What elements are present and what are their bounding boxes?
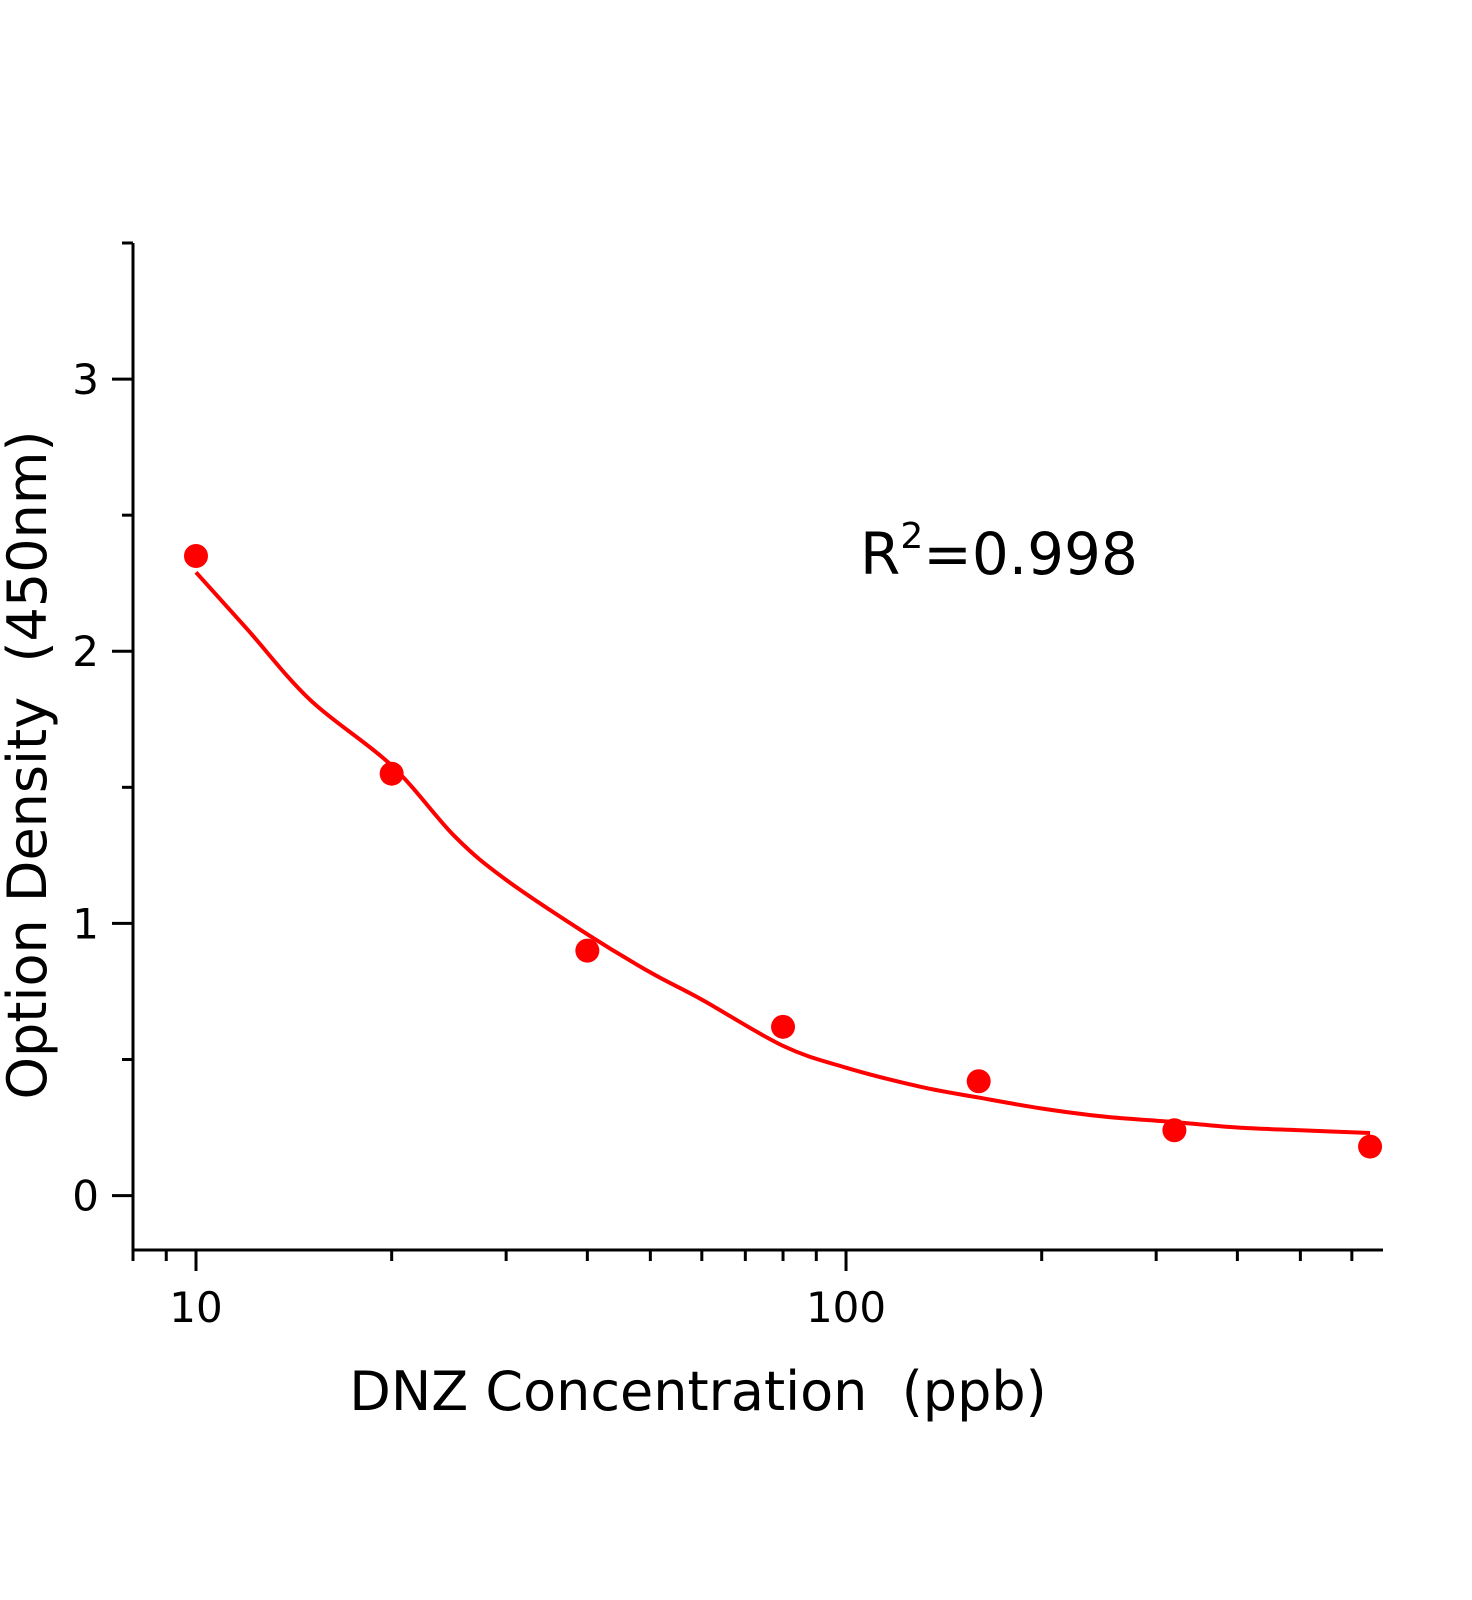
data-point [183, 543, 208, 568]
data-point [575, 938, 600, 963]
r-squared-annotation: R2=0.998 [860, 516, 1138, 588]
r-value: =0.998 [923, 520, 1138, 588]
data-point [771, 1014, 796, 1039]
data-point [966, 1069, 991, 1094]
fit-curve [194, 570, 1371, 1135]
r-letter: R [860, 520, 900, 588]
x-axis-title: DNZ Concentration (ppb) [349, 1360, 1046, 1423]
data-point [1358, 1134, 1383, 1159]
plot-area [183, 543, 1383, 1159]
y-tick-label: 1 [72, 899, 99, 948]
x-tick-label: 10 [169, 1283, 222, 1332]
x-tick-label: 100 [806, 1283, 886, 1332]
y-tick-label: 3 [72, 355, 99, 404]
y-tick-label: 0 [72, 1172, 99, 1221]
axes: 0 1 2 3 10 100 [72, 241, 1383, 1332]
y-tick-label: 2 [72, 627, 99, 676]
y-axis-title: Option Density (450nm) [0, 430, 59, 1099]
data-point [1162, 1118, 1187, 1143]
data-point [379, 761, 404, 786]
r-superscript: 2 [900, 516, 923, 557]
